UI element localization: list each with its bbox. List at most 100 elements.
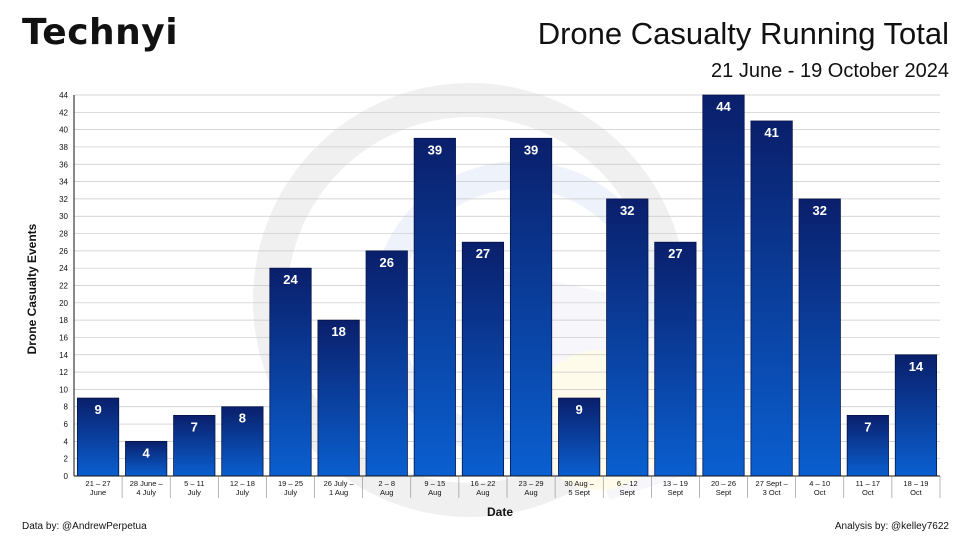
bar-value-label: 24 xyxy=(283,272,298,287)
x-tick-label: Sept xyxy=(668,488,684,497)
x-tick-label: Aug xyxy=(476,488,489,497)
bar-value-label: 39 xyxy=(524,142,538,157)
y-tick-label: 32 xyxy=(59,195,68,204)
x-tick-label: 5 Sept xyxy=(568,488,591,497)
x-tick-label: June xyxy=(90,488,106,497)
bar-value-label: 8 xyxy=(239,411,246,426)
bar xyxy=(798,198,841,477)
y-tick-label: 18 xyxy=(59,316,68,325)
bar-value-label: 9 xyxy=(576,402,583,417)
y-tick-label: 2 xyxy=(64,455,69,464)
x-tick-label: 4 July xyxy=(136,488,156,497)
x-tick-label: Sept xyxy=(716,488,732,497)
bar-value-label: 4 xyxy=(143,445,151,460)
bars: 9 4 7 8 24 18 26 39 27 39 9 32 27 44 41 32 7 14 xyxy=(76,94,938,477)
y-tick-label: 22 xyxy=(59,282,68,291)
analysis-credit: Analysis by: @kelley7622 xyxy=(834,521,949,532)
x-tick-label: Sept xyxy=(620,488,636,497)
x-tick-label: 5 – 11 xyxy=(184,479,204,488)
y-tick-label: 4 xyxy=(64,437,69,446)
bar-value-label: 9 xyxy=(94,402,101,417)
bar-value-label: 7 xyxy=(191,419,198,434)
chart-title: Drone Casualty Running Total xyxy=(537,16,949,51)
bar xyxy=(461,241,505,477)
y-tick-label: 6 xyxy=(64,420,69,429)
bar xyxy=(76,397,120,477)
bar xyxy=(221,406,264,477)
x-tick-label: 4 – 10 xyxy=(809,479,830,488)
x-tick-label: Oct xyxy=(862,488,875,497)
x-tick-label: Aug xyxy=(428,488,441,497)
bar-value-label: 7 xyxy=(864,419,871,434)
x-tick-label: 6 – 12 xyxy=(617,479,638,488)
y-tick-label: 44 xyxy=(59,91,68,100)
y-tick-label: 10 xyxy=(59,385,68,394)
y-tick-label: 24 xyxy=(59,264,68,273)
y-tick-label: 34 xyxy=(59,178,68,187)
technyi-logo: Technyi xyxy=(22,12,179,53)
x-tick-label: July xyxy=(236,488,250,497)
x-axis-title: Date xyxy=(487,505,513,519)
x-tick-label: 11 – 17 xyxy=(856,479,880,488)
bar xyxy=(413,137,456,477)
bar xyxy=(702,94,745,477)
bar-value-label: 18 xyxy=(331,324,345,339)
bar-value-label: 39 xyxy=(428,142,442,157)
x-tick-label: Aug xyxy=(524,488,537,497)
y-tick-label: 8 xyxy=(64,403,69,412)
x-tick-label: 2 – 8 xyxy=(378,479,395,488)
x-tick-label: 26 July – xyxy=(324,479,355,488)
x-tick-label: 9 – 15 xyxy=(424,479,445,488)
y-tick-label: 30 xyxy=(59,212,68,221)
x-tick-label: 18 – 19 xyxy=(903,479,928,488)
bar xyxy=(846,414,889,477)
y-tick-label: 42 xyxy=(59,108,68,117)
y-tick-label: 16 xyxy=(59,333,68,342)
bar xyxy=(317,319,360,477)
y-tick-label: 0 xyxy=(64,472,69,481)
y-tick-label: 38 xyxy=(59,143,68,152)
y-axis-title: Drone Casualty Events xyxy=(25,223,39,354)
bar xyxy=(894,354,938,477)
x-tick-label: 20 – 26 xyxy=(711,479,736,488)
bar-value-label: 41 xyxy=(764,125,778,140)
x-tick-label: 3 Oct xyxy=(763,488,782,497)
data-credit: Data by: @AndrewPerpetua xyxy=(22,521,147,532)
bar-value-label: 32 xyxy=(620,203,634,218)
x-tick-label: 30 Aug – xyxy=(564,479,594,488)
x-tick-label: 12 – 18 xyxy=(230,479,255,488)
bar-value-label: 27 xyxy=(476,246,490,261)
bar xyxy=(509,137,553,477)
bar-value-label: 26 xyxy=(379,255,393,270)
bar xyxy=(606,198,649,477)
x-tick-label: 16 – 22 xyxy=(470,479,495,488)
x-tick-label: July xyxy=(284,488,298,497)
bar-value-label: 14 xyxy=(909,359,924,374)
x-tick-label: 21 – 27 xyxy=(86,479,111,488)
x-tick-label: 23 – 29 xyxy=(519,479,544,488)
chart-subtitle: 21 June - 19 October 2024 xyxy=(711,60,949,82)
y-tick-label: 14 xyxy=(59,351,68,360)
bar-value-label: 44 xyxy=(716,99,731,114)
x-tick-label: July xyxy=(188,488,202,497)
bar xyxy=(365,250,408,477)
axes: 0246810121416182022242628303234363840424… xyxy=(59,91,941,498)
y-tick-label: 12 xyxy=(59,368,68,377)
x-tick-label: 13 – 19 xyxy=(663,479,688,488)
x-tick-label: 1 Aug xyxy=(329,488,348,497)
y-tick-label: 20 xyxy=(59,299,68,308)
x-tick-label: Aug xyxy=(380,488,393,497)
bar-value-label: 27 xyxy=(668,246,682,261)
y-tick-label: 40 xyxy=(59,126,68,135)
bar xyxy=(173,414,216,477)
y-tick-label: 26 xyxy=(59,247,68,256)
x-tick-label: 28 June – xyxy=(130,479,164,488)
bar xyxy=(269,267,312,477)
y-tick-label: 36 xyxy=(59,160,68,169)
x-tick-label: 27 Sept – xyxy=(756,479,789,488)
x-tick-label: 19 – 25 xyxy=(278,479,303,488)
bar-value-label: 32 xyxy=(812,203,826,218)
y-tick-label: 28 xyxy=(59,230,68,239)
x-tick-label: Oct xyxy=(814,488,827,497)
